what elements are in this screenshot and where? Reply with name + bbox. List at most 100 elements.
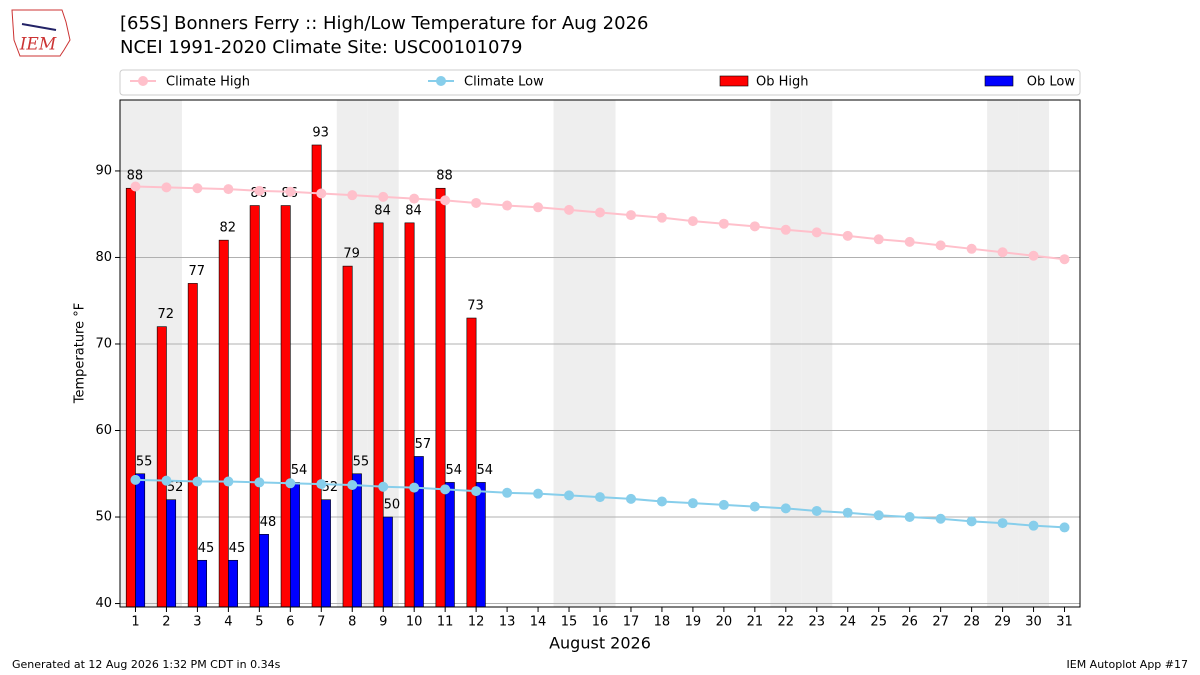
weekend-band (584, 100, 616, 607)
line-point (997, 247, 1008, 258)
line-point (564, 490, 575, 501)
line-point (564, 204, 575, 215)
data-label: 57 (415, 437, 432, 452)
bar (228, 559, 238, 608)
x-tick-label: 11 (437, 615, 454, 630)
bar (125, 187, 136, 608)
legend-marker (138, 76, 148, 86)
logo: IEM (11, 9, 71, 57)
line-point (904, 236, 915, 247)
x-tick-label: 5 (255, 615, 263, 630)
line-point (1059, 522, 1070, 533)
line-point (285, 186, 296, 197)
bar (135, 473, 146, 608)
x-tick-label: 8 (348, 615, 356, 630)
plot-frame (119, 99, 1081, 608)
data-label: 54 (291, 463, 308, 478)
data-label: 79 (343, 247, 360, 262)
logo-outline (11, 9, 71, 57)
data-label: 88 (436, 169, 453, 184)
bar (435, 187, 446, 608)
data-label: 82 (219, 221, 236, 236)
x-tick-label: 4 (224, 615, 232, 630)
data-label: 54 (477, 463, 494, 478)
data-label: 84 (374, 203, 391, 218)
y-tick-label: 50 (95, 510, 112, 525)
bar (342, 265, 353, 608)
bar (156, 326, 167, 608)
logo-text: IEM (19, 35, 57, 55)
line-point (471, 197, 482, 208)
x-tick-label: 15 (561, 615, 578, 630)
footer-left: Generated at 12 Aug 2026 1:32 PM CDT in … (12, 658, 281, 671)
line-point (409, 482, 420, 493)
legend-label: Ob High (756, 75, 809, 90)
line-point (192, 183, 203, 194)
line-point (656, 496, 667, 507)
bar (413, 456, 424, 608)
x-tick-label: 17 (623, 615, 640, 630)
legend-marker (436, 76, 446, 86)
legend-box (119, 69, 1081, 96)
legend-swatch (719, 75, 749, 87)
data-label: 45 (198, 541, 215, 556)
weekend-band (553, 100, 585, 607)
footer-right: IEM Autoplot App #17 (1067, 658, 1189, 671)
line-point (471, 486, 482, 497)
x-tick-label: 12 (468, 615, 485, 630)
x-tick-label: 2 (162, 615, 170, 630)
x-tick-label: 26 (901, 615, 918, 630)
line-point (811, 505, 822, 516)
x-tick-label: 23 (809, 615, 826, 630)
line-point (192, 476, 203, 487)
data-label: 84 (405, 203, 422, 218)
line-point (130, 181, 141, 192)
bar (249, 205, 260, 608)
x-tick-label: 3 (193, 615, 201, 630)
bar (311, 144, 322, 608)
line-point (440, 484, 451, 495)
logo-line (21, 23, 57, 31)
bar (475, 482, 486, 608)
line-point (595, 207, 605, 218)
bar (466, 317, 477, 608)
data-label: 73 (467, 299, 484, 314)
bar (280, 205, 291, 608)
x-tick-label: 25 (870, 615, 887, 630)
x-tick-label: 1 (131, 615, 139, 630)
line-point (285, 478, 296, 489)
weekend-band (770, 100, 802, 607)
x-tick-label: 7 (317, 615, 325, 630)
bar (444, 482, 455, 608)
x-tick-label: 27 (932, 615, 949, 630)
line-point (409, 193, 420, 204)
line-point (687, 498, 698, 509)
data-label: 77 (189, 264, 206, 279)
bar (218, 239, 229, 608)
bar (290, 482, 300, 608)
bar (320, 499, 331, 608)
x-tick-label: 14 (530, 615, 547, 630)
chart-subtitle: NCEI 1991-2020 Climate Site: USC00101079 (120, 37, 522, 58)
line-point (1028, 250, 1039, 261)
data-label: 50 (384, 498, 401, 513)
line-point (533, 202, 544, 213)
y-tick-label: 80 (95, 250, 112, 265)
y-tick-label: 90 (95, 163, 112, 178)
line-point (718, 218, 729, 229)
y-tick-label: 70 (95, 336, 112, 351)
weekend-band (801, 100, 833, 607)
x-tick-label: 31 (1056, 615, 1073, 630)
line-point (966, 516, 977, 527)
line-point (254, 477, 265, 488)
line-point (718, 499, 729, 510)
line-point (842, 507, 853, 518)
line-point (935, 513, 946, 524)
line-point (625, 493, 636, 504)
line-point (440, 195, 451, 206)
line-point (811, 227, 822, 238)
line-point (873, 510, 884, 521)
line-point (1028, 520, 1039, 531)
line-point (130, 474, 141, 485)
x-tick-label: 20 (716, 615, 733, 630)
